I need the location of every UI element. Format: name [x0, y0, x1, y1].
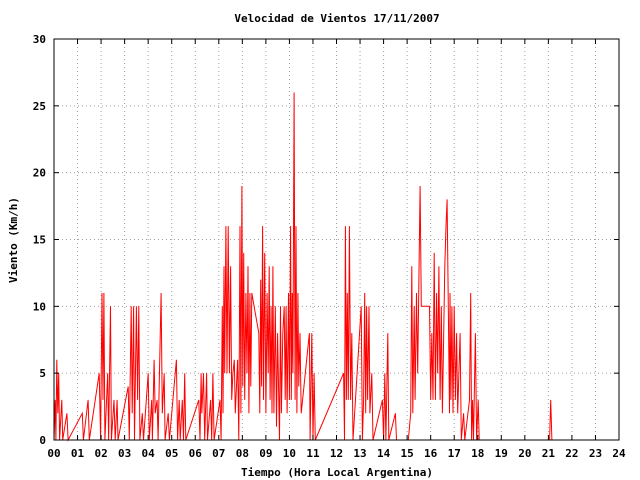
grid — [54, 39, 619, 440]
y-tick-label: 5 — [39, 367, 46, 380]
x-tick-label: 15 — [401, 447, 414, 460]
y-axis-ticks: 0 5 10 15 20 25 30 — [33, 33, 619, 447]
y-tick-label: 0 — [39, 434, 46, 447]
x-tick-label: 19 — [495, 447, 508, 460]
series-line — [53, 92, 553, 442]
x-tick-label: 17 — [448, 447, 461, 460]
x-tick-label: 12 — [330, 447, 343, 460]
x-tick-label: 01 — [71, 447, 85, 460]
x-tick-label: 05 — [165, 447, 178, 460]
x-tick-label: 13 — [353, 447, 366, 460]
y-tick-label: 30 — [33, 33, 46, 46]
x-tick-label: 20 — [518, 447, 531, 460]
y-tick-label: 15 — [33, 234, 46, 247]
chart-title: Velocidad de Vientos 17/11/2007 — [234, 12, 439, 25]
x-tick-label: 11 — [306, 447, 320, 460]
x-tick-label: 04 — [142, 447, 156, 460]
x-tick-label: 06 — [189, 447, 203, 460]
x-tick-label: 14 — [377, 447, 391, 460]
x-axis-label: Tiempo (Hora Local Argentina) — [241, 466, 433, 479]
x-tick-label: 21 — [542, 447, 556, 460]
x-axis-ticks: 00 01 02 03 04 05 06 07 08 09 10 11 12 13 14 15 16 17 18 19… — [47, 39, 626, 460]
series-group — [53, 92, 553, 442]
x-tick-label: 23 — [589, 447, 602, 460]
x-tick-label: 22 — [565, 447, 578, 460]
x-tick-label: 07 — [212, 447, 225, 460]
x-tick-label: 24 — [612, 447, 626, 460]
y-tick-label: 25 — [33, 100, 46, 113]
x-tick-label: 08 — [236, 447, 249, 460]
x-tick-label: 18 — [471, 447, 484, 460]
y-axis-label: Viento (Km/h) — [7, 197, 20, 283]
x-tick-label: 00 — [47, 447, 60, 460]
x-tick-label: 10 — [283, 447, 296, 460]
y-tick-label: 20 — [33, 167, 46, 180]
y-tick-label: 10 — [33, 300, 46, 313]
x-tick-label: 16 — [424, 447, 438, 460]
x-tick-label: 03 — [118, 447, 131, 460]
x-tick-label: 09 — [259, 447, 272, 460]
x-tick-label: 02 — [94, 447, 107, 460]
